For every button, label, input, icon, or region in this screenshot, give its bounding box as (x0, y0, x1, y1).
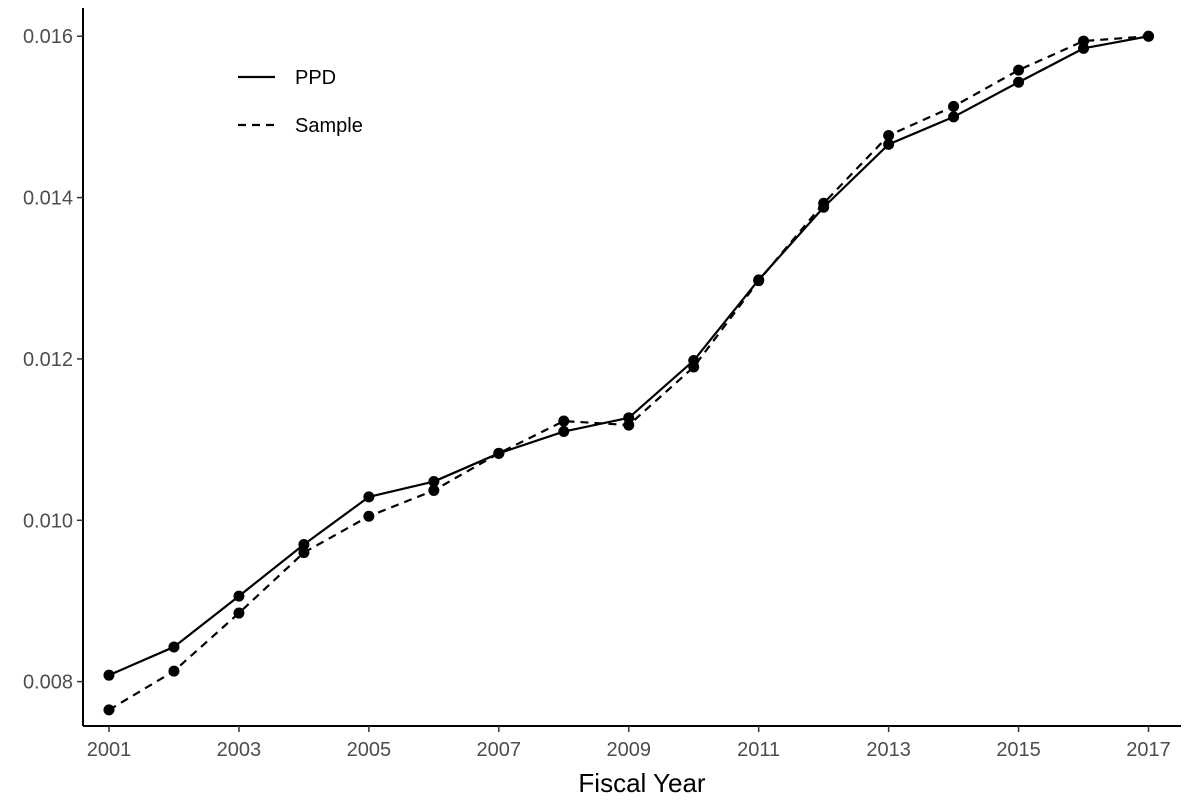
data-point-ppd (883, 138, 895, 150)
data-point-sample (1078, 35, 1090, 47)
y-tick-label: 0.012 (23, 349, 73, 371)
data-point-sample (948, 100, 960, 112)
data-point-sample (233, 607, 245, 619)
x-tick-label: 2001 (87, 739, 132, 761)
x-tick-label: 2011 (737, 739, 780, 761)
y-tick-label: 0.010 (23, 510, 73, 532)
y-tick-label: 0.016 (23, 26, 73, 48)
data-point-sample (818, 197, 830, 209)
y-tick-label: 0.008 (23, 672, 73, 694)
y-tick-label: 0.014 (23, 188, 73, 210)
data-point-ppd (233, 590, 245, 602)
x-tick-label: 2007 (477, 739, 522, 761)
data-point-sample (493, 447, 505, 459)
x-tick-label: 2015 (996, 739, 1041, 761)
data-point-ppd (363, 491, 375, 503)
x-axis-title: Fiscal Year (578, 768, 706, 798)
x-tick-label: 2009 (607, 739, 652, 761)
x-tick-label: 2013 (866, 739, 911, 761)
axes-layer (82, 8, 1181, 727)
data-point-sample (623, 419, 635, 431)
x-tick-label: 2003 (217, 739, 262, 761)
x-tick-label: 2017 (1126, 739, 1171, 761)
data-point-sample (1143, 30, 1155, 42)
series-layer (103, 30, 1155, 716)
data-point-ppd (948, 111, 960, 123)
series-line-ppd (108, 35, 1149, 677)
series-line-sample (108, 35, 1149, 711)
data-point-ppd (558, 426, 570, 438)
data-point-ppd (428, 476, 440, 488)
data-point-sample (103, 704, 115, 716)
data-point-ppd (298, 538, 310, 550)
data-point-ppd (168, 641, 180, 653)
data-point-ppd (103, 669, 115, 681)
data-point-sample (883, 129, 895, 141)
legend-label-sample: Sample (295, 115, 363, 137)
data-point-sample (428, 484, 440, 496)
data-point-sample (363, 510, 375, 522)
data-point-sample (298, 547, 310, 559)
data-point-sample (168, 665, 180, 677)
data-point-sample (1013, 64, 1025, 76)
legend-label-ppd: PPD (295, 67, 336, 89)
x-tick-label: 2005 (347, 739, 392, 761)
data-point-sample (753, 275, 765, 287)
legend: PPD Sample (238, 67, 363, 137)
data-point-sample (558, 415, 570, 427)
data-point-ppd (1013, 76, 1025, 88)
ticks-layer: 0.008 0.010 0.012 0.014 0.016 2001 2003 2005 200… (23, 26, 1171, 761)
data-point-sample (688, 361, 700, 373)
